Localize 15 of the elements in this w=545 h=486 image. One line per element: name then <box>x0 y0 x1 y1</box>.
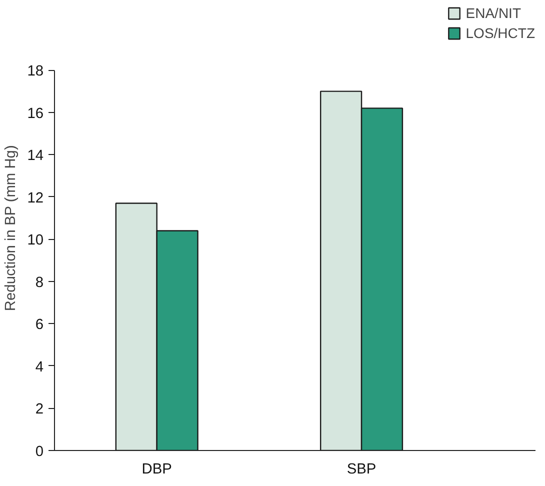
y-tick-label: 6 <box>35 317 44 334</box>
y-tick-label: 10 <box>27 232 44 249</box>
x-tick-label: SBP <box>346 462 376 478</box>
y-tick-label: 12 <box>27 190 44 206</box>
y-axis-title: Reduction in BP (mm Hg) <box>3 145 20 312</box>
y-tick-label: 0 <box>35 444 44 460</box>
y-tick-label: 8 <box>35 274 44 291</box>
y-tick-label: 18 <box>27 64 44 80</box>
y-tick-label: 2 <box>35 402 44 418</box>
y-tick-label: 16 <box>27 106 44 122</box>
legend-label: LOS/HCTZ <box>466 25 535 41</box>
x-tick-label: DBP <box>142 462 172 478</box>
y-tick-label: 4 <box>35 359 44 376</box>
legend-label: ENA/NIT <box>466 5 521 21</box>
y-tick-label: 14 <box>27 148 44 164</box>
